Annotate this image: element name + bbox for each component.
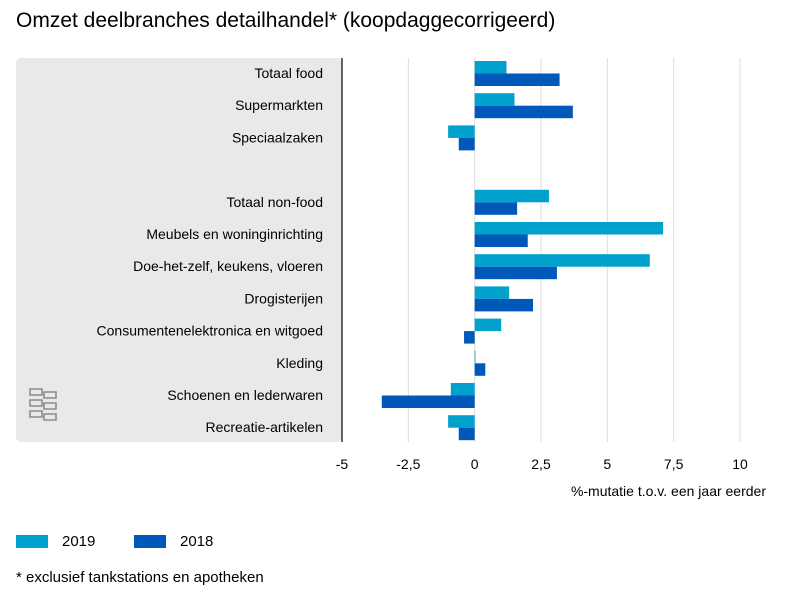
x-tick-labels: -5 -2,5 0 2,5 5 7,5 10: [336, 456, 748, 472]
bar-2018: [474, 73, 560, 86]
bar-2018: [458, 427, 475, 441]
x-tick-label: 2,5: [531, 456, 551, 472]
bar-2019: [450, 383, 475, 396]
x-tick-label: 5: [603, 456, 611, 472]
x-tick-label: 7,5: [664, 456, 684, 472]
category-label: Kleding: [276, 355, 323, 371]
bar-2019: [474, 93, 515, 106]
category-label: Supermarkten: [235, 97, 323, 113]
category-label: Recreatie-artikelen: [206, 419, 324, 435]
bars: [381, 61, 664, 441]
legend-label-2019: 2019: [62, 533, 96, 550]
bar-2018: [474, 266, 557, 280]
bar-2018: [474, 298, 534, 312]
bar-2018: [381, 395, 475, 408]
legend-swatch-2019: [16, 535, 48, 548]
category-label: Doe-het-zelf, keukens, vloeren: [133, 258, 323, 274]
bar-2018: [474, 202, 518, 215]
bar-2019: [474, 189, 549, 203]
x-tick-label: 10: [732, 456, 748, 472]
legend-label-2018: 2018: [180, 533, 214, 550]
footnote: * exclusief tankstations en apotheken: [16, 569, 264, 586]
legend-item-2018: 2018: [134, 533, 213, 550]
cbs-logo-icon: [29, 388, 57, 421]
x-axis-label: %-mutatie t.o.v. een jaar eerder: [571, 483, 766, 499]
bar-2019: [474, 222, 664, 235]
bar-2018: [474, 363, 486, 376]
category-label: Totaal non-food: [226, 194, 323, 210]
category-label: Speciaalzaken: [232, 129, 323, 145]
category-label: Totaal food: [255, 65, 324, 81]
bar-2019: [474, 318, 502, 332]
bar-2018: [474, 105, 573, 119]
bar-chart: Totaal food Supermarkten Speciaalzaken Tota…: [16, 58, 766, 499]
bar-2018: [474, 234, 528, 247]
legend-swatch-2018: [134, 535, 166, 548]
bar-2019: [474, 61, 507, 74]
bar-2019: [474, 254, 650, 267]
bar-2019: [474, 286, 510, 299]
category-panel: [16, 58, 342, 442]
bar-2018: [458, 137, 475, 151]
bar-2019: [448, 125, 475, 138]
category-labels: Totaal food Supermarkten Speciaalzaken Tota…: [97, 65, 323, 435]
chart-title: Omzet deelbranches detailhandel* (koopda…: [16, 9, 556, 32]
bar-2019: [474, 350, 476, 364]
x-tick-label: -2,5: [396, 456, 420, 472]
bar-2019: [448, 415, 475, 428]
x-tick-label: 0: [471, 456, 479, 472]
category-label: Consumentenelektronica en witgoed: [97, 323, 323, 339]
gridlines: [341, 58, 741, 442]
category-label: Schoenen en lederwaren: [167, 387, 323, 403]
category-label: Meubels en woninginrichting: [146, 226, 323, 242]
category-label: Drogisterijen: [244, 290, 323, 306]
bar-2018: [464, 331, 475, 344]
legend-item-2019: 2019: [16, 533, 95, 550]
x-tick-label: -5: [336, 456, 349, 472]
